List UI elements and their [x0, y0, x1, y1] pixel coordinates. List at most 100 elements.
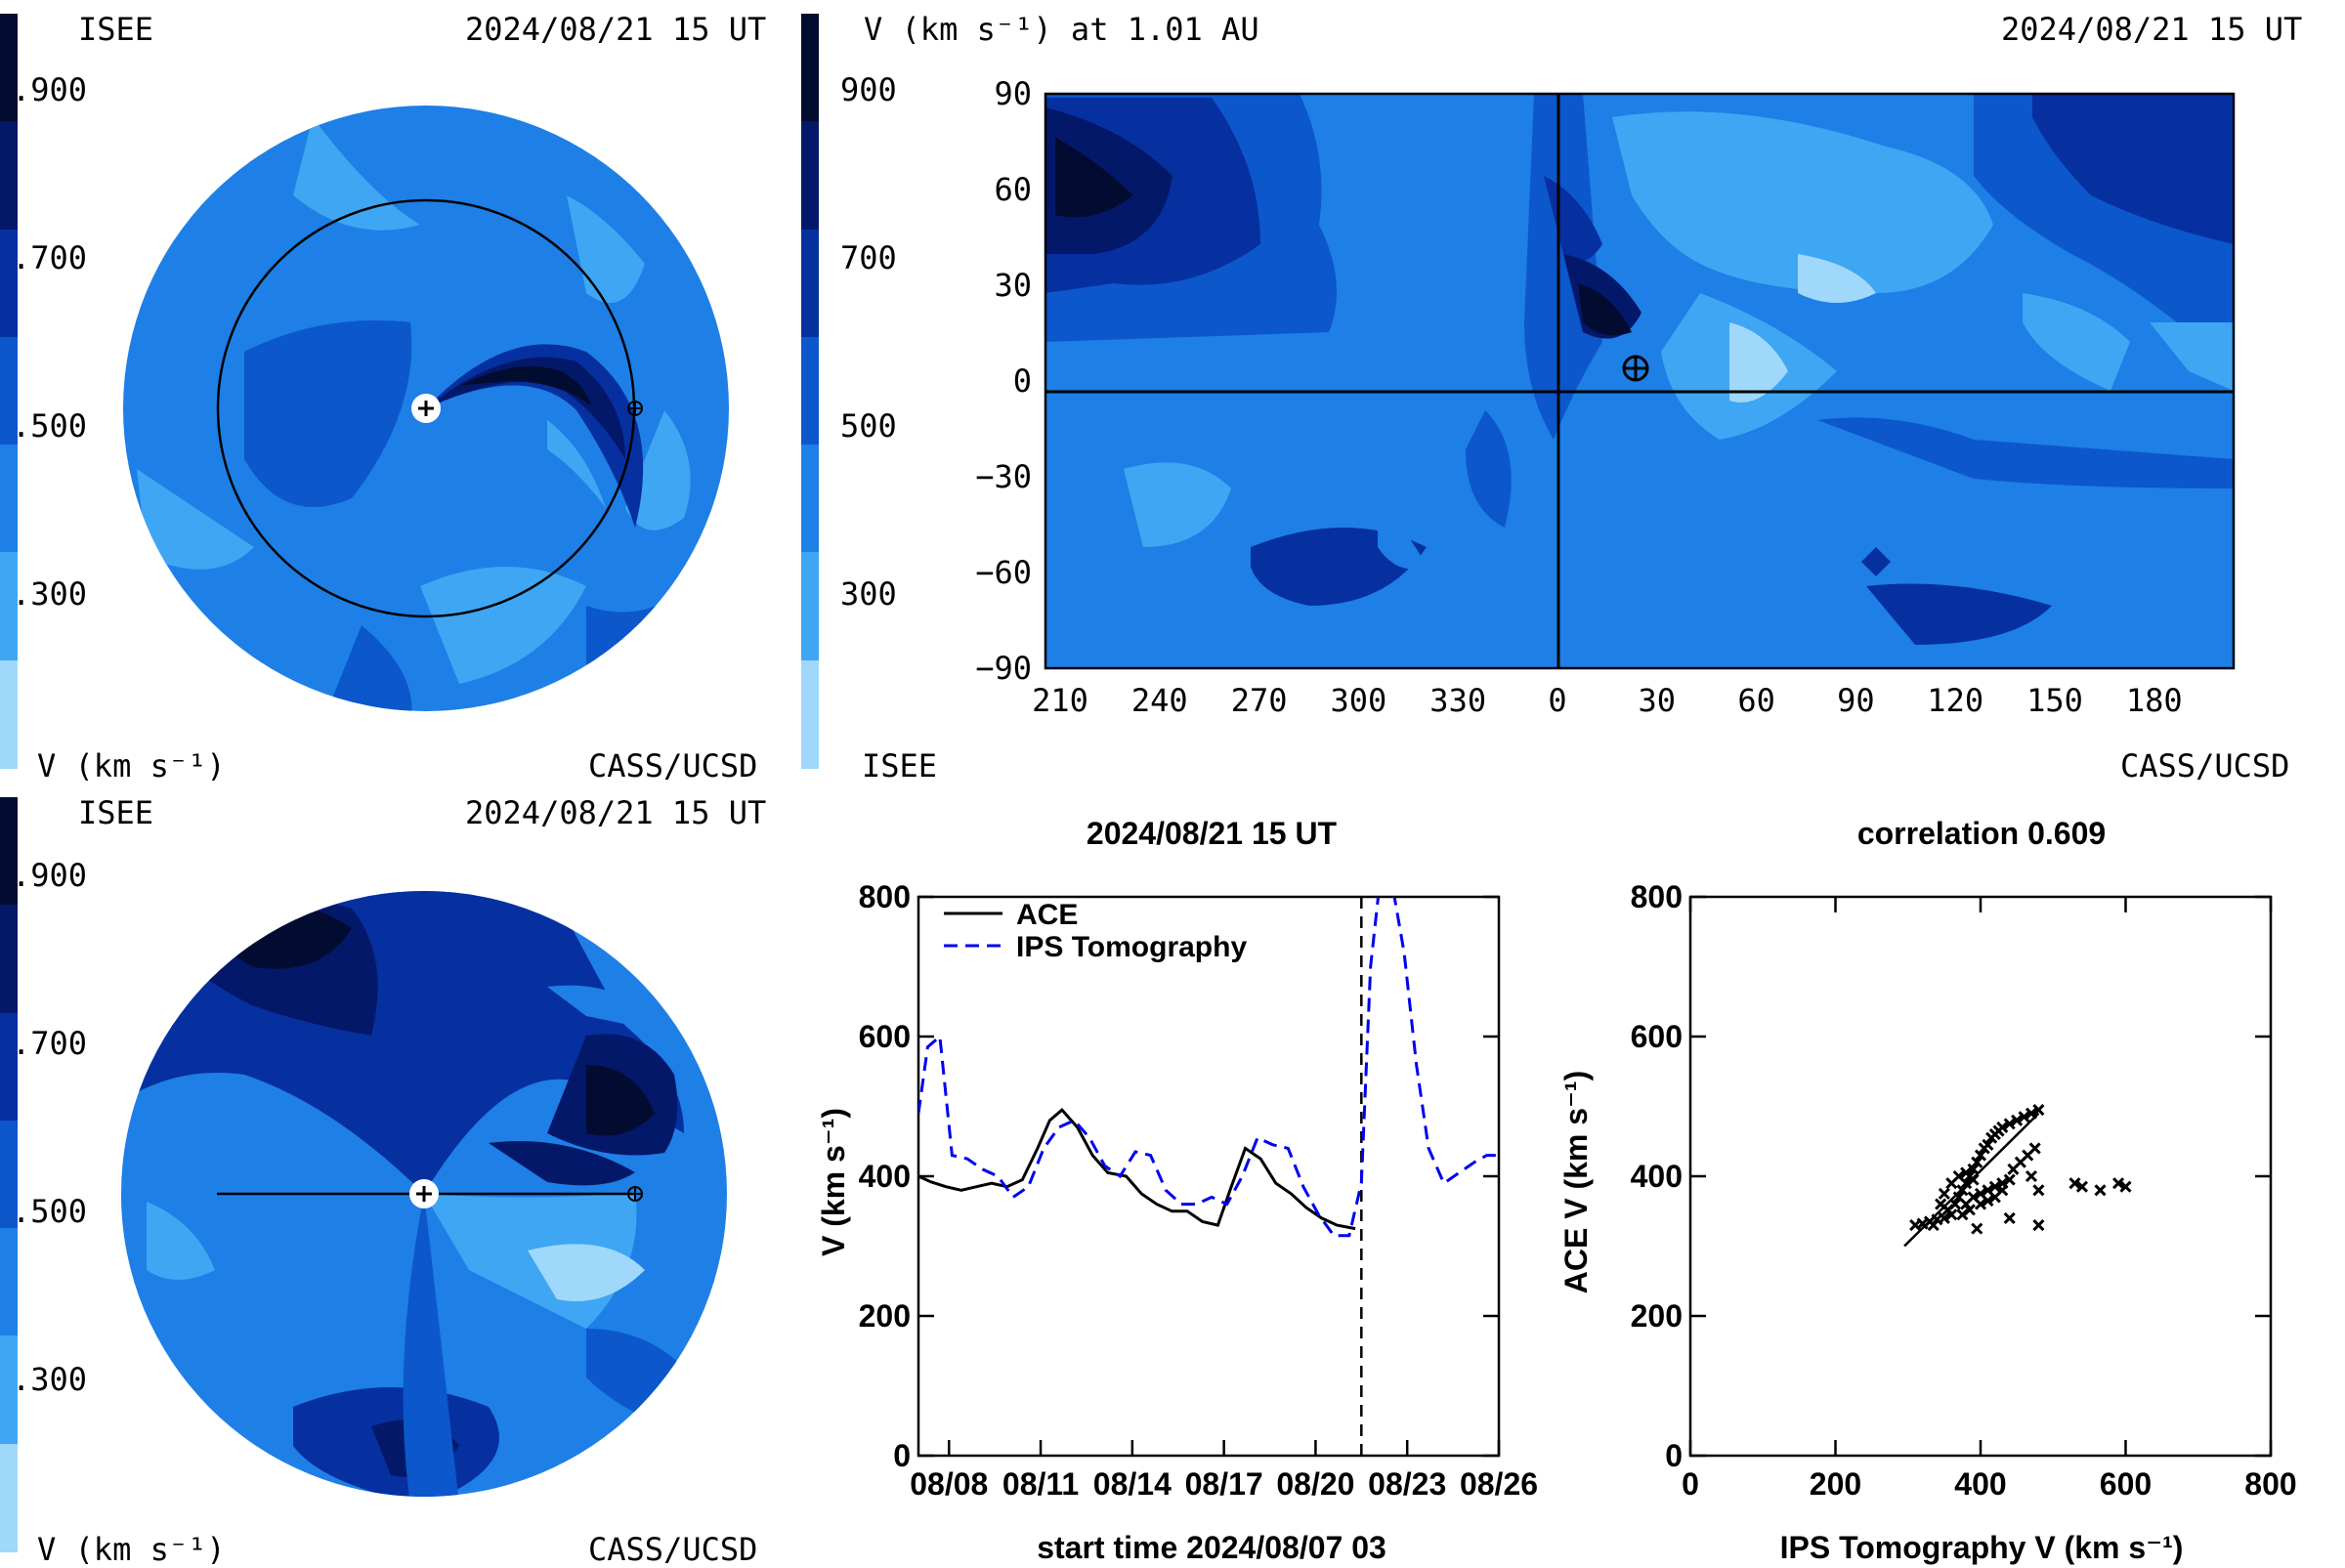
credit-label: CASS/UCSD [2120, 747, 2290, 784]
x-tick-label: 08/14 [1093, 1466, 1172, 1502]
scatter-point [1938, 1211, 1950, 1224]
scatter-point [2003, 1211, 2016, 1224]
colorbar-segment [0, 1120, 18, 1230]
y-tick-label: 400 [859, 1159, 911, 1194]
colorbar-segment [0, 14, 18, 123]
scatter-point [2003, 1173, 2016, 1186]
x-tick-label: 150 [2026, 682, 2083, 719]
earth-marker-icon [1622, 355, 1649, 382]
org-label: ISEE [78, 794, 154, 831]
colorbar-segment [0, 659, 18, 769]
scatter-point [1938, 1187, 1950, 1200]
y-tick-label: 0 [1665, 1438, 1683, 1473]
y-tick-label: 0 [893, 1438, 911, 1473]
y-tick-label: 600 [859, 1019, 911, 1054]
scatter-point [2025, 1169, 2038, 1183]
x-tick-label: 08/26 [1460, 1466, 1538, 1502]
scatter-point [2032, 1184, 2045, 1197]
scatter-point [2032, 1104, 2045, 1117]
scatter-point [1982, 1138, 1994, 1151]
x-tick-label: 08/11 [1002, 1466, 1079, 1502]
colorbar-tick-500: 500 [840, 407, 897, 445]
colorbar-segment [801, 229, 819, 338]
x-tick-label: 180 [2126, 682, 2183, 719]
x-tick-label: 08/20 [1276, 1466, 1354, 1502]
time-series-panel: 2024/08/21 15 UT start time 2024/08/07 0… [801, 782, 1563, 1565]
plot-frame [1688, 895, 2273, 1458]
x-tick-label: 08/08 [910, 1466, 988, 1502]
scatter-panel: correlation 0.609 IPS Tomography V (km s… [1558, 782, 2345, 1565]
scatter-point [1996, 1184, 2009, 1197]
scatter-chart: correlation 0.609 IPS Tomography V (km s… [1558, 816, 2297, 1565]
y-tick-label: 0 [1013, 362, 1032, 400]
scatter-point [2028, 1142, 2041, 1155]
y-tick-label: −30 [975, 458, 1032, 495]
scatter-point [1971, 1222, 1983, 1235]
y-tick-label: 30 [994, 267, 1032, 304]
colorbar-segment [0, 1228, 18, 1337]
chart-title: correlation 0.609 [1857, 816, 2106, 851]
series-lines [918, 897, 1499, 1238]
scatter-point [2018, 1111, 2030, 1123]
scatter-point [1974, 1149, 1987, 1162]
scatter-point [1974, 1198, 1987, 1210]
scatter-point [2094, 1184, 2107, 1197]
scatter-point [1967, 1163, 1980, 1175]
y-axis-label: V (km s⁻¹) [816, 1108, 851, 1256]
colorbar-segment [0, 552, 18, 661]
colorbar-tick-500: .500 [12, 1193, 88, 1230]
colorbar [0, 797, 18, 1552]
y-axis-ticks: 90 60 30 0 −30 −60 −90 [975, 75, 1032, 687]
x-tick-label: 60 [1737, 682, 1775, 719]
x-tick-label: 300 [1331, 682, 1387, 719]
scatter-point [2075, 1180, 2089, 1193]
scatter-point [2003, 1118, 2016, 1130]
x-tick-label: 08/23 [1368, 1466, 1446, 1502]
scatter-point [1935, 1198, 1947, 1210]
plot-frame [917, 895, 1501, 1458]
map-title: V (km s⁻¹) at 1.01 AU [864, 11, 1259, 48]
y-tick-label: 600 [1631, 1019, 1683, 1054]
scatter-point [1963, 1204, 1976, 1216]
scatter-point [2032, 1218, 2045, 1232]
colorbar-segment [0, 445, 18, 554]
scatter-point [1996, 1121, 2009, 1134]
x-axis-label: IPS Tomography V (km s⁻¹) [1780, 1530, 2184, 1565]
colorbar-segment [801, 336, 819, 446]
colorbar-tick-900: 900 [840, 71, 897, 108]
scatter-point [1927, 1218, 1940, 1232]
scatter-point [2119, 1180, 2132, 1193]
axis-ticks: 00 200 200 400 400 600 600 800 800 [1631, 879, 2297, 1502]
axis-ticks: 0 200 400 600 800 08/08 08/11 08/14 08/17 08/20 08… [859, 879, 1538, 1502]
x-tick-label: 240 [1131, 682, 1188, 719]
scatter-point [1971, 1156, 1983, 1168]
x-tick-label: 400 [1954, 1466, 2006, 1502]
top-left-panel: ISEE 2024/08/21 15 UT .900 .700 .500 .30… [0, 0, 801, 791]
top-right-panel: V (km s⁻¹) at 1.01 AU 2024/08/21 15 UT 9… [801, 0, 2345, 791]
sun-marker-icon [409, 1179, 439, 1208]
y-tick-label: −90 [975, 650, 1032, 687]
legend: ACE IPS Tomography [944, 899, 1247, 963]
colorbar-segment [801, 659, 819, 769]
x-tick-label: 90 [1837, 682, 1875, 719]
x-tick-label: 0 [1548, 682, 1566, 719]
scatter-point [1948, 1198, 1962, 1210]
x-tick-label: 800 [2244, 1466, 2296, 1502]
scatter-point [2112, 1177, 2125, 1190]
y-tick-label: 800 [859, 879, 911, 914]
x-tick-label: 200 [1810, 1466, 1861, 1502]
meridional-disk-map [121, 891, 727, 1497]
colorbar-tick-700: .700 [12, 1025, 88, 1062]
colorbar-segment [0, 336, 18, 446]
series-ace-line [918, 1107, 1356, 1231]
colorbar-segment [0, 905, 18, 1014]
colorbar-tick-900: .900 [12, 857, 88, 894]
scatter-point [1982, 1194, 1994, 1208]
x-tick-label: 08/17 [1185, 1466, 1263, 1502]
y-tick-label: −60 [975, 554, 1032, 591]
scatter-point [1967, 1173, 1980, 1186]
date-label: 2024/08/21 15 UT [465, 794, 767, 831]
colorbar-tick-700: 700 [840, 239, 897, 276]
y-tick-label: 200 [859, 1298, 911, 1334]
